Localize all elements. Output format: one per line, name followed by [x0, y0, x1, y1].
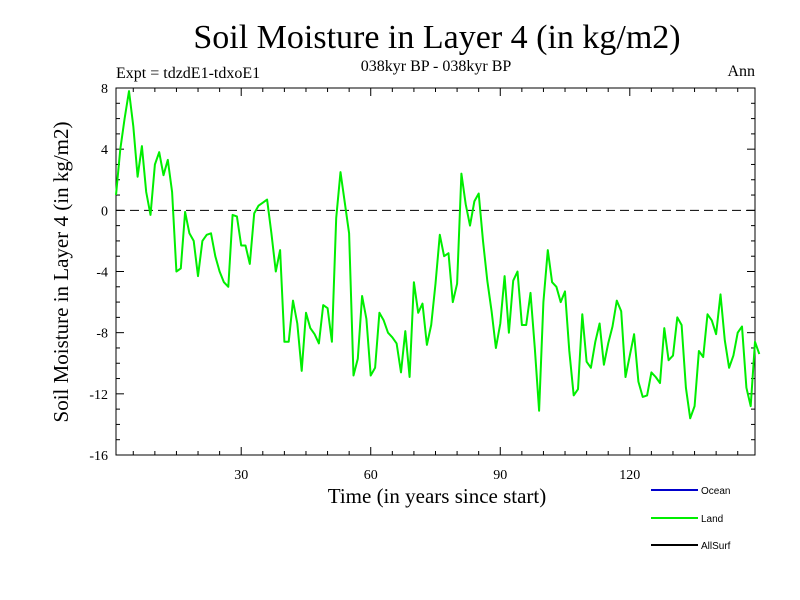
x-tick-label: 90: [493, 468, 507, 483]
x-axis-ticks: 30 60 90 120: [132, 88, 739, 483]
x-tick-label: 30: [234, 468, 248, 483]
series-lines: [115, 90, 761, 420]
y-tick-label: 4: [101, 143, 108, 158]
chart-subtitle: 038kyr BP - 038kyr BP: [361, 58, 512, 75]
expt-label: Expt = tdzdE1-tdxoE1: [116, 65, 260, 82]
y-axis-label: Soil Moisture in Layer 4 (in kg/m2): [49, 122, 73, 423]
x-axis-label: Time (in years since start): [328, 484, 547, 508]
legend: Ocean Land AllSurf: [651, 486, 731, 552]
plot-frame: [115, 87, 756, 456]
legend-label-allsurf: AllSurf: [701, 541, 731, 552]
y-tick-label: 8: [101, 82, 108, 97]
y-tick-label: 0: [101, 204, 108, 219]
y-tick-label: -12: [89, 388, 108, 403]
y-tick-label: -4: [96, 266, 108, 281]
series-line-land: [115, 90, 761, 420]
y-tick-label: -16: [89, 449, 108, 464]
x-tick-label: 60: [364, 468, 378, 483]
y-axis-ticks: 8 4 0 -4 -8 -12 -16: [89, 82, 755, 464]
chart-title: Soil Moisture in Layer 4 (in kg/m2): [193, 19, 680, 56]
y-tick-label: -8: [96, 327, 108, 342]
period-label: Ann: [727, 63, 755, 80]
legend-label-land: Land: [701, 514, 723, 525]
x-tick-label: 120: [619, 468, 640, 483]
legend-label-ocean: Ocean: [701, 486, 730, 497]
